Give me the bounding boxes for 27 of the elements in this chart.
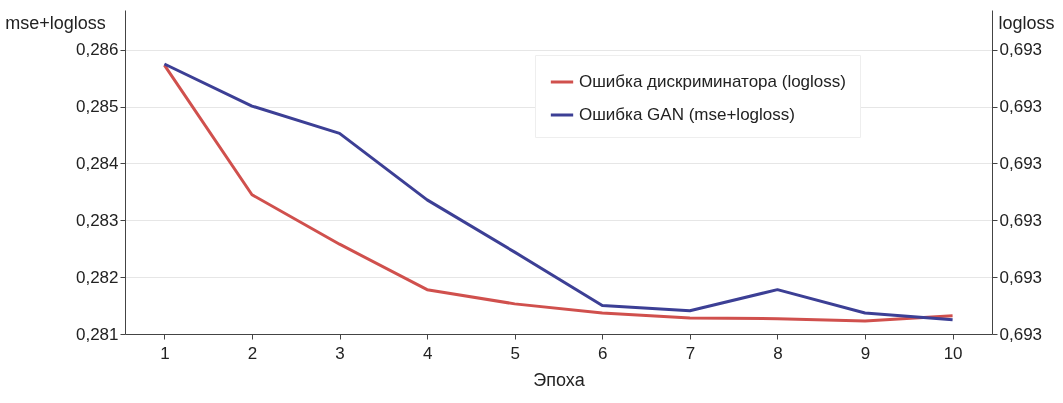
y-axis-title: mse+logloss xyxy=(5,12,106,33)
y2-tick-label: 0,693 xyxy=(999,40,1043,60)
y-tick-label: 0,284 xyxy=(75,153,119,173)
y2-tick-label: 0,693 xyxy=(999,267,1043,287)
x-tick-label: 4 xyxy=(422,343,433,363)
y2-tick-label: 0,693 xyxy=(999,153,1043,173)
x-tick-label: 2 xyxy=(247,343,258,363)
y2-tick-label: 0,693 xyxy=(999,210,1043,230)
y-tick-label: 0,286 xyxy=(75,40,119,60)
x-tick-label: 10 xyxy=(943,343,963,363)
x-axis-title: Эпоха xyxy=(533,369,586,390)
y2-tick-label: 0,693 xyxy=(999,97,1043,117)
x-tick-label: 5 xyxy=(510,343,520,363)
x-tick-label: 7 xyxy=(685,343,696,363)
x-tick-label: 1 xyxy=(160,343,170,363)
legend-label: Ошибка дискриминатора (logloss) xyxy=(579,72,846,91)
legend-label: Ошибка GAN (mse+logloss) xyxy=(579,105,795,124)
y-tick-label: 0,281 xyxy=(75,324,119,344)
x-tick-label: 9 xyxy=(860,343,871,363)
y-tick-label: 0,282 xyxy=(75,267,119,287)
x-tick-label: 3 xyxy=(335,343,345,363)
x-tick-label: 8 xyxy=(773,343,783,363)
x-tick-label: 6 xyxy=(598,343,608,363)
y-tick-label: 0,285 xyxy=(75,97,119,117)
y2-tick-label: 0,693 xyxy=(999,324,1043,344)
y-tick-label: 0,283 xyxy=(75,210,119,230)
y2-axis-title: logloss xyxy=(998,12,1055,33)
